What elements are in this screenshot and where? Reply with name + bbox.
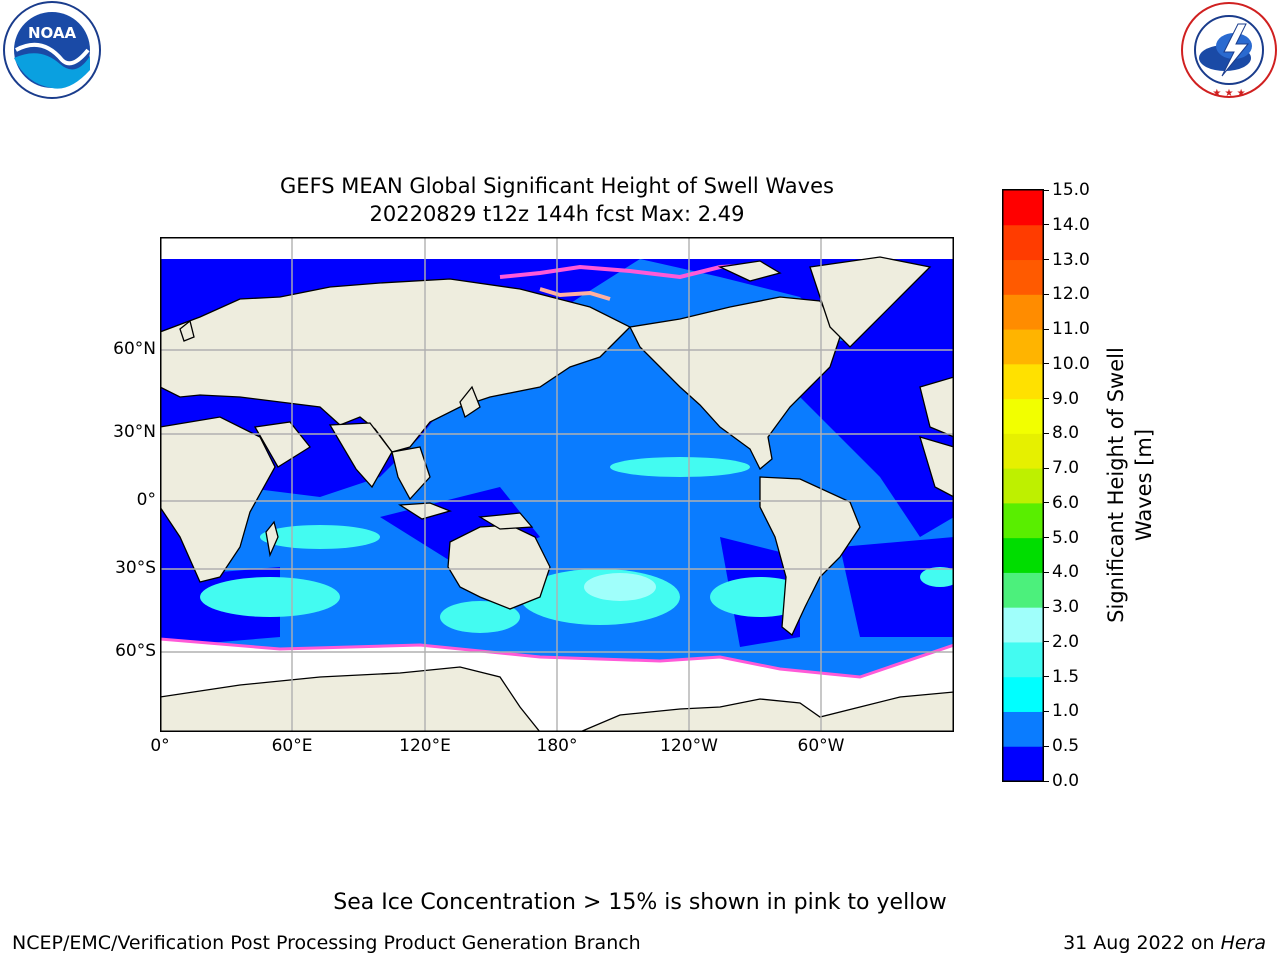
swell-high-region [200,457,954,633]
map-gridlines [160,237,954,732]
y-tick-label: 30°S [115,558,156,578]
branch-credit: NCEP/EMC/Verification Post Processing Pr… [12,932,641,954]
colorbar-tick-label: 15.0 [1052,180,1090,200]
colorbar-bin [1003,537,1043,573]
colorbar-tick-mark [1044,432,1049,434]
nws-logo: ★ ★ ★ [1181,2,1277,99]
machine-name: Hera [1220,932,1266,954]
chart-title: GEFS MEAN Global Significant Height of S… [280,174,834,198]
colorbar-tick-mark [1044,189,1049,191]
colorbar-tick-mark [1044,641,1049,643]
colorbar-tick-label: 13.0 [1052,249,1090,270]
y-tick-label: 30°N [113,422,156,442]
sea-ice-note: Sea Ice Concentration > 15% is shown in … [333,890,947,915]
colorbar-tick-mark [1044,398,1049,400]
colorbar-bin [1003,433,1043,469]
svg-text:★ ★ ★: ★ ★ ★ [1212,88,1245,99]
colorbar-tick-mark [1044,363,1049,365]
colorbar-tick-mark [1044,606,1049,608]
colorbar-tick-label: 1.5 [1052,666,1080,687]
colorbar-tick-mark [1044,293,1049,295]
colorbar-bin [1003,224,1043,261]
x-tick-label: 180° [536,736,578,756]
colorbar-tick-label: 11.0 [1052,319,1090,340]
y-tick-label: 60°N [113,339,156,359]
colorbar-bin [1003,363,1043,400]
colorbar-bin [1003,572,1043,608]
colorbar-tick-label: 6.0 [1052,492,1080,513]
map-panel [160,237,954,732]
colorbar [1002,189,1044,782]
colorbar-tick-mark [1044,571,1049,573]
colorbar-tick-label: 4.0 [1052,562,1080,583]
colorbar-label-line1: Significant Height of Swell [1104,347,1128,623]
colorbar-tick-mark [1044,224,1049,226]
colorbar-tick-label: 2.0 [1052,631,1080,652]
x-tick-label: 120°E [399,736,451,756]
colorbar-tick-label: 10.0 [1052,353,1090,374]
colorbar-tick-label: 1.0 [1052,701,1080,722]
colorbar-tick-label: 0.0 [1052,771,1080,791]
colorbar-bin [1003,294,1043,330]
colorbar-bin [1003,746,1043,782]
colorbar-tick-mark [1044,467,1049,469]
noaa-logo: NOAA [3,1,101,99]
colorbar-label-line2: Waves [m] [1132,428,1156,542]
colorbar-bin [1003,711,1043,747]
colorbar-tick-mark [1044,745,1049,747]
colorbar-tick-mark [1044,710,1049,712]
colorbar-tick-mark [1044,328,1049,330]
colorbar-bin [1003,190,1043,226]
x-tick-label: 60°E [271,736,313,756]
y-tick-label: 0° [136,490,156,510]
run-date: 31 Aug 2022 on Hera [1063,932,1266,954]
colorbar-bin [1003,329,1043,365]
colorbar-tick-mark [1044,502,1049,504]
colorbar-tick-mark [1044,780,1049,782]
colorbar-tick-label: 12.0 [1052,284,1090,305]
land-masses [160,256,954,732]
colorbar-bin [1003,676,1043,712]
colorbar-tick-mark [1044,537,1049,539]
x-tick-label: 0° [150,736,170,756]
x-tick-label: 120°W [660,736,718,756]
x-tick-label: 60°W [797,736,845,756]
colorbar-bin [1003,607,1043,643]
colorbar-bin [1003,398,1043,434]
colorbar-tick-label: 14.0 [1052,214,1090,235]
run-date-text: 31 Aug 2022 on [1063,932,1221,954]
noaa-logo-text: NOAA [28,24,77,42]
chart-subtitle: 20220829 t12z 144h fcst Max: 2.49 [369,202,745,226]
colorbar-bin [1003,468,1043,504]
colorbar-tick-mark [1044,676,1049,678]
colorbar-bin [1003,502,1043,539]
colorbar-tick-label: 9.0 [1052,388,1080,409]
colorbar-tick-label: 3.0 [1052,597,1080,618]
colorbar-tick-label: 5.0 [1052,527,1080,548]
y-tick-label: 60°S [115,641,156,661]
colorbar-bin [1003,641,1043,678]
colorbar-tick-label: 0.5 [1052,736,1080,757]
colorbar-tick-label: 7.0 [1052,458,1080,479]
colorbar-bin [1003,259,1043,295]
colorbar-tick-label: 8.0 [1052,423,1080,444]
colorbar-tick-mark [1044,259,1049,261]
